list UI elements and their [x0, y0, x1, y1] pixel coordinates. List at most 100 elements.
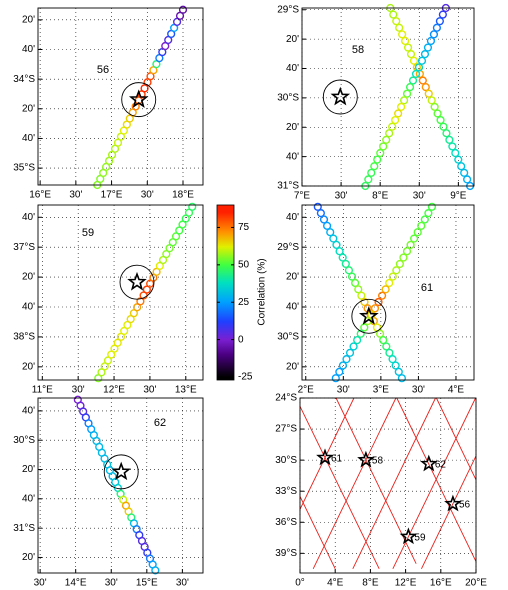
correlation-point [388, 355, 397, 364]
station-star [330, 86, 351, 106]
correlation-point [313, 202, 322, 211]
correlation-point [385, 348, 394, 357]
x-tick-label: 12°E [103, 385, 125, 396]
x-tick-label: 30' [337, 385, 350, 396]
station-star [357, 450, 375, 468]
plot-frame [301, 204, 475, 381]
correlation-point [460, 168, 469, 177]
station-label: 61 [331, 453, 343, 464]
y-tick-label: 30°S [277, 93, 299, 104]
correlation-point [420, 215, 429, 224]
panel-label: 56 [97, 64, 109, 76]
correlation-point [376, 148, 385, 158]
correlation-point [385, 129, 394, 138]
correlation-point [338, 361, 348, 370]
correlation-point [432, 23, 442, 32]
correlation-point [417, 221, 426, 230]
x-tick-label: 15°E [136, 578, 158, 589]
correlation-point [373, 155, 382, 164]
y-tick-label: 24°S [275, 393, 297, 404]
plot-frame [37, 397, 204, 574]
x-tick-label: 30' [412, 385, 425, 396]
y-tick-label: 40' [22, 406, 35, 417]
y-tick-label: 34°S [13, 74, 35, 85]
correlation-point [329, 234, 338, 243]
correlation-point [406, 240, 415, 249]
x-tick-label: 30' [413, 191, 426, 202]
plot-frame [37, 7, 204, 186]
station-label: 58 [372, 456, 384, 467]
y-tick-label: 40' [22, 44, 35, 55]
correlation-point [392, 17, 401, 26]
colorbar-label: Correlation (%) [257, 258, 268, 325]
station-star [127, 271, 147, 291]
y-tick-label: 31°S [277, 181, 299, 192]
plot-frame [37, 204, 204, 381]
correlation-point [381, 285, 390, 294]
correlation-point [370, 304, 380, 313]
y-tick-label: 27°S [275, 424, 297, 435]
ground-track [352, 397, 436, 570]
x-tick-label: 8°E [372, 191, 389, 202]
correlation-point [382, 342, 391, 351]
y-tick-label: 33°S [275, 486, 297, 497]
y-tick-label: 35°S [13, 163, 35, 174]
correlation-point [188, 202, 197, 211]
correlation-point [430, 102, 439, 111]
correlation-point [442, 129, 451, 138]
correlation-point [331, 374, 340, 383]
correlation-point [401, 36, 410, 46]
correlation-point [178, 5, 188, 14]
x-tick-label: 16°E [29, 190, 51, 201]
correlation-point [392, 266, 401, 275]
correlation-point [399, 253, 408, 262]
station-star [444, 494, 462, 512]
correlation-point [463, 175, 472, 184]
x-tick-label: 30' [72, 385, 85, 396]
correlation-point [424, 209, 433, 218]
y-tick-label: 40' [286, 151, 299, 162]
colorbar-tick-label: 75 [238, 222, 250, 233]
y-tick-label: 29°S [277, 4, 299, 15]
correlation-point [379, 336, 388, 345]
colorbar-tick-label: 25 [238, 297, 250, 308]
y-tick-label: 31°S [13, 523, 35, 534]
x-tick-label: 2°E [298, 385, 315, 396]
correlation-point [323, 221, 332, 230]
y-tick-label: 20' [22, 14, 35, 25]
y-tick-label: 20' [286, 272, 299, 283]
x-tick-label: 8°E [362, 578, 379, 589]
correlation-point [360, 297, 369, 307]
x-tick-label: 17°E [101, 190, 123, 201]
station-label: 56 [459, 500, 471, 511]
y-tick-label: 20' [286, 34, 299, 45]
y-tick-label: 40' [22, 302, 35, 313]
x-tick-label: 30' [335, 191, 348, 202]
x-tick-label: 7°E [294, 191, 311, 202]
colorbar-tick-label: -25 [238, 372, 253, 383]
correlation-point [423, 43, 433, 52]
panel-label: 61 [421, 282, 433, 294]
correlation-point [435, 17, 444, 26]
correlation-point [354, 285, 363, 294]
x-tick-label: 3°E [373, 385, 390, 396]
correlation-point [433, 109, 442, 118]
y-tick-label: 20' [22, 272, 35, 283]
correlation-point [347, 272, 357, 281]
correlation-point [345, 348, 355, 357]
y-tick-label: 29°S [277, 242, 299, 253]
correlation-point [427, 96, 436, 105]
correlation-point [391, 115, 400, 125]
y-tick-label: 30°S [275, 455, 297, 466]
station-star [420, 454, 438, 472]
correlation-point [451, 148, 460, 158]
station-ring [119, 264, 155, 300]
y-tick-label: 40' [22, 493, 35, 504]
x-tick-label: 4°E [327, 578, 344, 589]
correlation-point [391, 361, 400, 370]
station-star [111, 461, 131, 481]
x-tick-label: 9°E [450, 191, 467, 202]
correlation-point [427, 202, 437, 211]
